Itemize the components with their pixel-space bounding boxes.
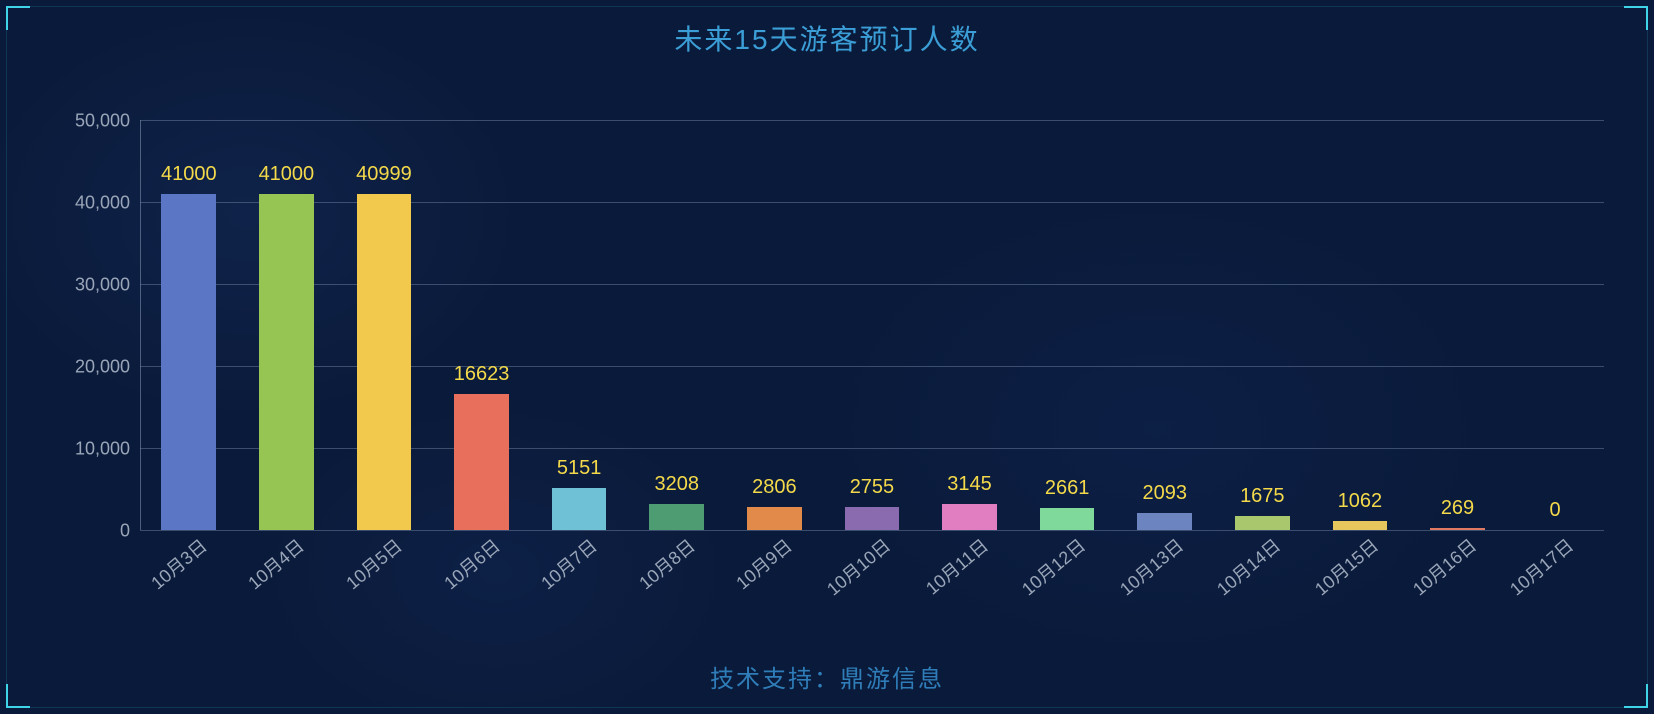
bar-value-label: 269 xyxy=(1441,497,1474,520)
x-tick-label: 10月14日 xyxy=(1211,532,1286,601)
bar-value-label: 16623 xyxy=(454,363,510,386)
bar-slot: 275510月10日 xyxy=(823,120,921,530)
y-tick-label: 10,000 xyxy=(75,439,140,460)
bar: 5151 xyxy=(552,488,607,530)
x-tick-label: 10月3日 xyxy=(145,532,212,594)
bar-value-label: 40999 xyxy=(356,163,412,186)
bar: 269 xyxy=(1430,528,1485,530)
bar-slot: 4100010月3日 xyxy=(140,120,238,530)
bars-container: 4100010月3日4100010月4日4099910月5日1662310月6日… xyxy=(140,120,1604,530)
x-tick-label: 10月10日 xyxy=(820,532,895,601)
bar-slot: 4099910月5日 xyxy=(335,120,433,530)
bar: 41000 xyxy=(161,194,216,530)
bar-value-label: 3145 xyxy=(947,473,992,496)
bar: 2806 xyxy=(747,507,802,530)
bar-slot: 106210月15日 xyxy=(1311,120,1409,530)
bar-slot: 167510月14日 xyxy=(1214,120,1312,530)
bar-value-label: 2661 xyxy=(1045,477,1090,500)
bar-value-label: 0 xyxy=(1550,499,1561,522)
bar-value-label: 41000 xyxy=(259,163,315,186)
x-tick-label: 10月12日 xyxy=(1016,532,1091,601)
bar-slot: 1662310月6日 xyxy=(433,120,531,530)
x-tick-label: 10月11日 xyxy=(919,532,993,600)
plot: 010,00020,00030,00040,00050,000 4100010月… xyxy=(140,120,1604,530)
x-tick-label: 10月6日 xyxy=(437,532,504,594)
x-tick-label: 10月7日 xyxy=(535,532,602,594)
bar-value-label: 2806 xyxy=(752,476,797,499)
bar-value-label: 41000 xyxy=(161,163,217,186)
y-tick-label: 30,000 xyxy=(75,275,140,296)
bar: 2661 xyxy=(1040,508,1095,530)
bar: 40999 xyxy=(357,194,412,530)
bar-slot: 010月17日 xyxy=(1506,120,1604,530)
bar: 1675 xyxy=(1235,516,1290,530)
y-tick-label: 20,000 xyxy=(75,357,140,378)
bar-value-label: 2755 xyxy=(850,476,895,499)
x-tick-label: 10月13日 xyxy=(1113,532,1188,601)
bar-value-label: 3208 xyxy=(655,473,700,496)
x-tick-label: 10月17日 xyxy=(1504,532,1579,601)
bar: 2093 xyxy=(1137,513,1192,530)
bar-slot: 320810月8日 xyxy=(628,120,726,530)
chart-area: 010,00020,00030,00040,00050,000 4100010月… xyxy=(80,120,1614,590)
chart-title: 未来15天游客预订人数 xyxy=(0,18,1654,58)
bar: 3145 xyxy=(942,504,997,530)
bar-slot: 26910月16日 xyxy=(1409,120,1507,530)
x-tick-label: 10月8日 xyxy=(633,532,700,594)
bar-slot: 515110月7日 xyxy=(530,120,628,530)
bar-slot: 209310月13日 xyxy=(1116,120,1214,530)
bar: 16623 xyxy=(454,394,509,530)
x-tick-label: 10月15日 xyxy=(1308,532,1383,601)
bar-slot: 266110月12日 xyxy=(1018,120,1116,530)
bar-value-label: 1062 xyxy=(1338,490,1383,513)
x-tick-label: 10月4日 xyxy=(242,532,309,594)
bar: 1062 xyxy=(1333,521,1388,530)
bar: 2755 xyxy=(845,507,900,530)
gridline: 0 xyxy=(140,530,1604,531)
footer-credit: 技术支持：鼎游信息 xyxy=(0,659,1654,694)
bar-slot: 314510月11日 xyxy=(921,120,1019,530)
x-tick-label: 10月9日 xyxy=(730,532,797,594)
bar-value-label: 2093 xyxy=(1142,482,1187,505)
bar-value-label: 1675 xyxy=(1240,485,1285,508)
y-tick-label: 50,000 xyxy=(75,111,140,132)
bar-slot: 4100010月4日 xyxy=(238,120,336,530)
bar: 41000 xyxy=(259,194,314,530)
bar-slot: 280610月9日 xyxy=(726,120,824,530)
y-tick-label: 0 xyxy=(120,521,140,542)
y-tick-label: 40,000 xyxy=(75,193,140,214)
x-tick-label: 10月16日 xyxy=(1406,532,1481,601)
bar: 3208 xyxy=(649,504,704,530)
x-tick-label: 10月5日 xyxy=(340,532,407,594)
bar-value-label: 5151 xyxy=(557,457,602,480)
